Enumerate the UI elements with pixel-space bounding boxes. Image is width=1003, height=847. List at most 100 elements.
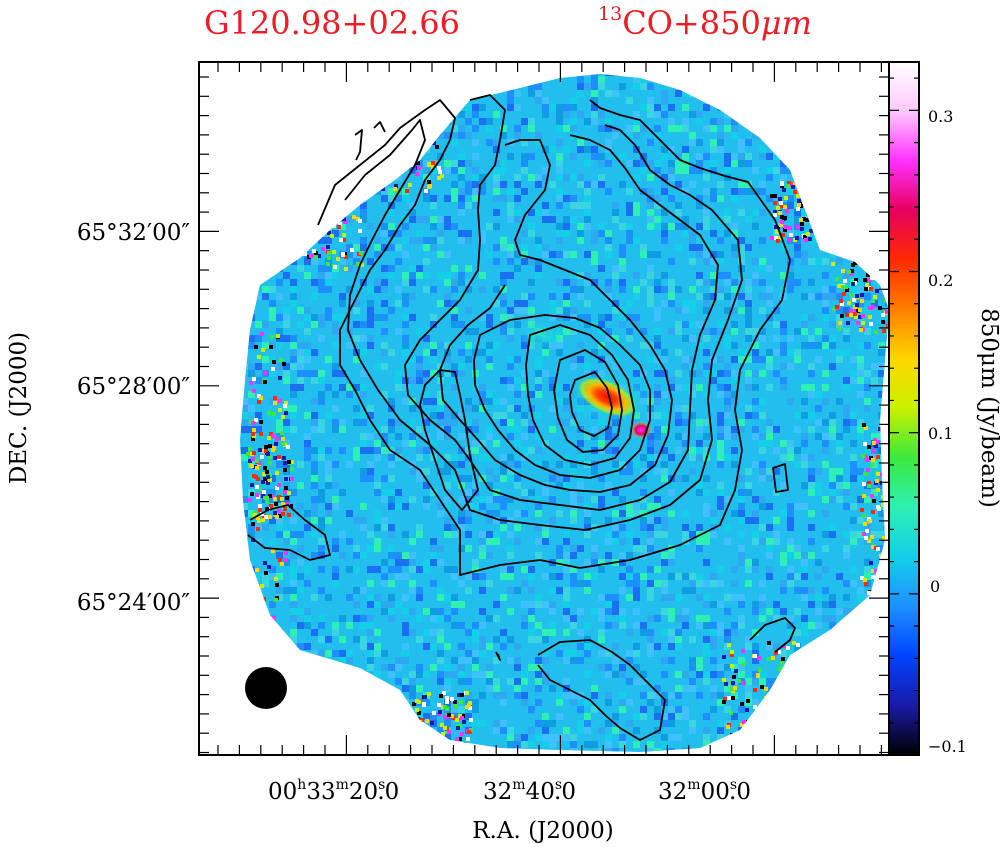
edge-noise-pixel <box>771 656 775 660</box>
noise-pixel <box>276 342 283 349</box>
noise-pixel <box>367 314 374 321</box>
noise-pixel <box>703 293 710 300</box>
noise-pixel <box>752 370 759 377</box>
noise-pixel <box>668 713 675 720</box>
edge-noise-pixel <box>290 477 294 481</box>
noise-pixel <box>605 328 612 335</box>
noise-pixel <box>605 251 612 258</box>
noise-pixel <box>808 370 815 377</box>
edge-noise-pixel <box>358 219 362 223</box>
noise-pixel <box>584 195 591 202</box>
noise-pixel <box>472 706 479 713</box>
noise-pixel <box>535 636 542 643</box>
edge-noise-pixel <box>260 455 264 459</box>
edge-noise-pixel <box>865 283 869 287</box>
noise-pixel <box>304 587 311 594</box>
edge-noise-pixel <box>273 497 277 501</box>
noise-pixel <box>724 615 731 622</box>
noise-pixel <box>311 629 318 636</box>
noise-pixel <box>689 447 696 454</box>
noise-pixel <box>647 636 654 643</box>
noise-pixel <box>269 601 276 608</box>
noise-pixel <box>430 370 437 377</box>
noise-pixel <box>465 713 472 720</box>
noise-pixel <box>451 265 458 272</box>
noise-pixel <box>402 496 409 503</box>
noise-pixel <box>346 216 353 223</box>
noise-pixel <box>766 419 773 426</box>
noise-pixel <box>542 104 549 111</box>
noise-pixel <box>668 678 675 685</box>
noise-pixel <box>248 517 255 524</box>
noise-pixel <box>731 118 738 125</box>
noise-pixel <box>675 496 682 503</box>
noise-pixel <box>689 307 696 314</box>
noise-pixel <box>472 181 479 188</box>
noise-pixel <box>759 181 766 188</box>
noise-pixel <box>346 461 353 468</box>
noise-pixel <box>717 601 724 608</box>
noise-pixel <box>563 363 570 370</box>
noise-pixel <box>437 622 444 629</box>
noise-pixel <box>360 636 367 643</box>
noise-pixel <box>626 657 633 664</box>
noise-pixel <box>647 594 654 601</box>
noise-pixel <box>836 608 843 615</box>
noise-pixel <box>619 223 626 230</box>
edge-noise-pixel <box>339 238 343 242</box>
noise-pixel <box>696 118 703 125</box>
noise-pixel <box>598 328 605 335</box>
noise-pixel <box>276 293 283 300</box>
noise-pixel <box>437 629 444 636</box>
noise-pixel <box>808 601 815 608</box>
noise-pixel <box>290 636 297 643</box>
noise-pixel <box>787 195 794 202</box>
noise-pixel <box>255 314 262 321</box>
noise-pixel <box>514 307 521 314</box>
noise-pixel <box>521 307 528 314</box>
noise-pixel <box>717 321 724 328</box>
noise-pixel <box>262 293 269 300</box>
edge-noise-pixel <box>260 584 264 588</box>
noise-pixel <box>283 272 290 279</box>
noise-pixel <box>563 356 570 363</box>
noise-pixel <box>500 720 507 727</box>
noise-pixel <box>493 223 500 230</box>
noise-pixel <box>759 307 766 314</box>
noise-pixel <box>472 629 479 636</box>
noise-pixel <box>675 370 682 377</box>
noise-pixel <box>584 622 591 629</box>
noise-pixel <box>556 174 563 181</box>
noise-pixel <box>416 664 423 671</box>
noise-pixel <box>598 615 605 622</box>
noise-pixel <box>654 692 661 699</box>
noise-pixel <box>661 286 668 293</box>
noise-pixel <box>794 636 801 643</box>
noise-pixel <box>717 671 724 678</box>
edge-noise-pixel <box>280 497 284 501</box>
noise-pixel <box>458 195 465 202</box>
noise-pixel <box>395 328 402 335</box>
noise-pixel <box>367 545 374 552</box>
noise-pixel <box>577 643 584 650</box>
noise-pixel <box>437 650 444 657</box>
noise-pixel <box>801 566 808 573</box>
noise-pixel <box>374 265 381 272</box>
noise-pixel <box>801 552 808 559</box>
noise-pixel <box>493 342 500 349</box>
edge-noise-pixel <box>878 427 882 431</box>
edge-noise-pixel <box>876 440 880 444</box>
noise-pixel <box>626 594 633 601</box>
noise-pixel <box>367 321 374 328</box>
noise-pixel <box>878 545 885 552</box>
noise-pixel <box>633 118 640 125</box>
noise-pixel <box>472 195 479 202</box>
noise-pixel <box>563 454 570 461</box>
noise-pixel <box>675 209 682 216</box>
noise-pixel <box>388 454 395 461</box>
noise-pixel <box>493 167 500 174</box>
noise-pixel <box>668 223 675 230</box>
noise-pixel <box>451 601 458 608</box>
noise-pixel <box>689 300 696 307</box>
noise-pixel <box>612 489 619 496</box>
